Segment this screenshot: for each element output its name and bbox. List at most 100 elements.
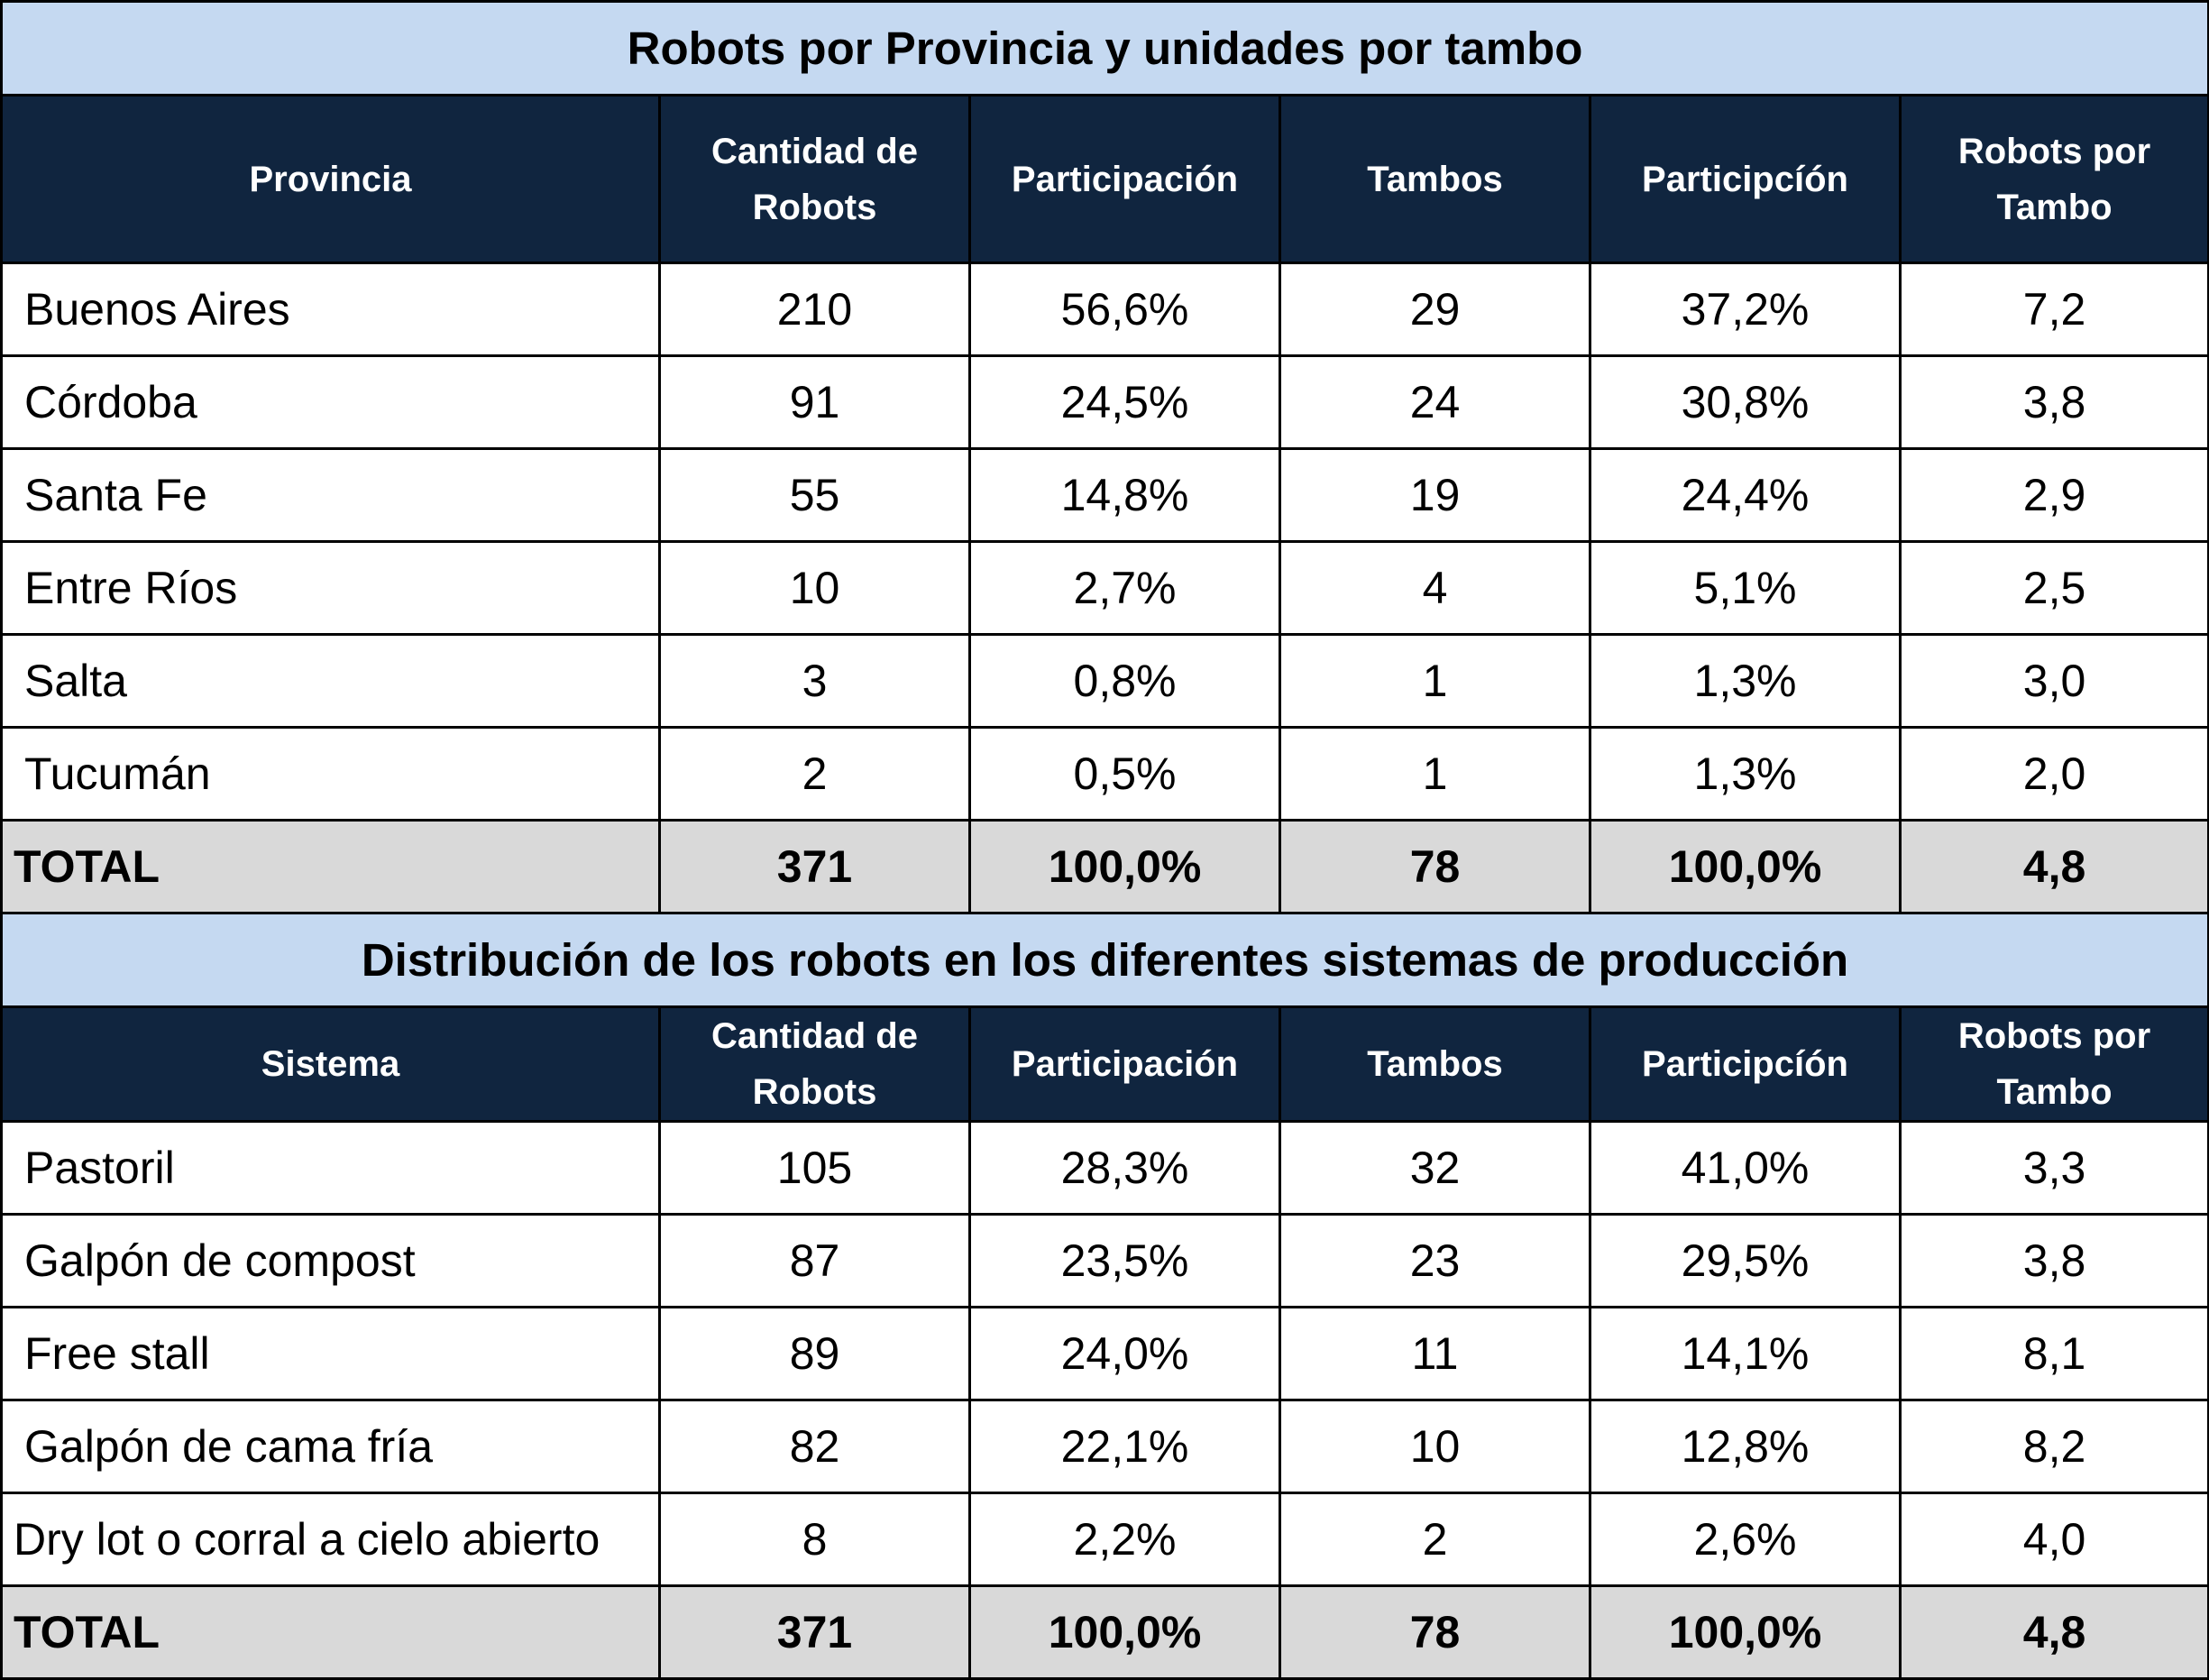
table-cell: 2,6% [1589, 1492, 1902, 1587]
table-cell: 2 [658, 726, 971, 822]
table-cell: 1 [1279, 726, 1591, 822]
column-header: Tambos [1279, 94, 1591, 264]
table-cell: 3 [658, 633, 971, 729]
table-cell: 14,1% [1589, 1306, 1902, 1401]
column-header: Participcíón [1589, 1005, 1902, 1123]
table-cell: 2,5 [1898, 540, 2209, 636]
table-row: Free stall 89 24,0% 11 14,1% 8,1 [0, 1306, 2209, 1401]
table-row: Pastoril 105 28,3% 32 41,0% 3,3 [0, 1120, 2209, 1216]
total-cell: 100,0% [968, 1584, 1281, 1680]
table-cell: 23 [1279, 1213, 1591, 1308]
total-cell: 4,8 [1898, 1584, 2209, 1680]
table-cell: 82 [658, 1399, 971, 1494]
total-row: TOTAL 371 100,0% 78 100,0% 4,8 [0, 1584, 2209, 1680]
header-row: Sistema Cantidad de Robots Participación Ta… [0, 1005, 2209, 1123]
column-header: Sistema [0, 1005, 661, 1123]
table-cell: 3,0 [1898, 633, 2209, 729]
table-cell: 3,8 [1898, 1213, 2209, 1308]
table-title: Robots por Provincia y unidades por tamb… [0, 0, 2209, 96]
table-cell: 3,3 [1898, 1120, 2209, 1216]
table-cell: 29 [1279, 262, 1591, 357]
table-cell: 91 [658, 354, 971, 450]
table-cell: 1,3% [1589, 633, 1902, 729]
table-row: Salta 3 0,8% 1 1,3% 3,0 [0, 633, 2209, 729]
total-cell: 78 [1279, 819, 1591, 914]
table-cell: 10 [658, 540, 971, 636]
table-row: Galpón de compost 87 23,5% 23 29,5% 3,8 [0, 1213, 2209, 1308]
column-header: Participcíón [1589, 94, 1902, 264]
table-cell: 87 [658, 1213, 971, 1308]
table-cell: 37,2% [1589, 262, 1902, 357]
row-label: Pastoril [0, 1120, 661, 1216]
table-cell: 2,9 [1898, 447, 2209, 543]
table-cell: 11 [1279, 1306, 1591, 1401]
table-cell: 55 [658, 447, 971, 543]
table-cell: 8,2 [1898, 1399, 2209, 1494]
column-header: Cantidad de Robots [658, 1005, 971, 1123]
table-title-row: Robots por Provincia y unidades por tamb… [0, 0, 2209, 96]
table-cell: 12,8% [1589, 1399, 1902, 1494]
table-cell: 7,2 [1898, 262, 2209, 357]
row-label: Córdoba [0, 354, 661, 450]
table-cell: 2,2% [968, 1492, 1281, 1587]
table-cell: 3,8 [1898, 354, 2209, 450]
table-cell: 24 [1279, 354, 1591, 450]
table-cell: 24,0% [968, 1306, 1281, 1401]
table-cell: 24,5% [968, 354, 1281, 450]
table-row: Entre Ríos 10 2,7% 4 5,1% 2,5 [0, 540, 2209, 636]
table-row: Santa Fe 55 14,8% 19 24,4% 2,9 [0, 447, 2209, 543]
table-cell: 105 [658, 1120, 971, 1216]
table-cell: 29,5% [1589, 1213, 1902, 1308]
table-cell: 2,7% [968, 540, 1281, 636]
table-cell: 19 [1279, 447, 1591, 543]
table-title-row: Distribución de los robots en los difere… [0, 912, 2209, 1008]
row-label: Entre Ríos [0, 540, 661, 636]
row-label: Santa Fe [0, 447, 661, 543]
row-label: Dry lot o corral a cielo abierto [0, 1492, 661, 1587]
table-cell: 30,8% [1589, 354, 1902, 450]
total-row: TOTAL 371 100,0% 78 100,0% 4,8 [0, 819, 2209, 914]
total-cell: 100,0% [1589, 819, 1902, 914]
table-title: Distribución de los robots en los difere… [0, 912, 2209, 1008]
table-cell: 210 [658, 262, 971, 357]
table-cell: 28,3% [968, 1120, 1281, 1216]
row-label: Free stall [0, 1306, 661, 1401]
table-cell: 2 [1279, 1492, 1591, 1587]
row-label: Salta [0, 633, 661, 729]
table-cell: 24,4% [1589, 447, 1902, 543]
table-cell: 22,1% [968, 1399, 1281, 1494]
column-header: Participación [968, 1005, 1281, 1123]
total-cell: 78 [1279, 1584, 1591, 1680]
header-row: Provincia Cantidad de Robots Participación… [0, 94, 2209, 264]
total-label: TOTAL [0, 1584, 661, 1680]
table-row: Tucumán 2 0,5% 1 1,3% 2,0 [0, 726, 2209, 822]
column-header: Participación [968, 94, 1281, 264]
table-cell: 0,8% [968, 633, 1281, 729]
column-header: Robots por Tambo [1898, 94, 2209, 264]
table-cell: 2,0 [1898, 726, 2209, 822]
table-cell: 0,5% [968, 726, 1281, 822]
column-header: Tambos [1279, 1005, 1591, 1123]
total-cell: 371 [658, 1584, 971, 1680]
table-cell: 32 [1279, 1120, 1591, 1216]
table-row: Dry lot o corral a cielo abierto 8 2,2% 2 2,… [0, 1492, 2209, 1587]
table-row: Galpón de cama fría 82 22,1% 10 12,8% 8,2 [0, 1399, 2209, 1494]
table-cell: 1,3% [1589, 726, 1902, 822]
table-cell: 56,6% [968, 262, 1281, 357]
table-cell: 4,0 [1898, 1492, 2209, 1587]
total-label: TOTAL [0, 819, 661, 914]
row-label: Galpón de compost [0, 1213, 661, 1308]
table-cell: 41,0% [1589, 1120, 1902, 1216]
table-cell: 23,5% [968, 1213, 1281, 1308]
column-header: Cantidad de Robots [658, 94, 971, 264]
table-cell: 14,8% [968, 447, 1281, 543]
column-header: Robots por Tambo [1898, 1005, 2209, 1123]
table-cell: 8,1 [1898, 1306, 2209, 1401]
table-cell: 5,1% [1589, 540, 1902, 636]
row-label: Buenos Aires [0, 262, 661, 357]
table-cell: 89 [658, 1306, 971, 1401]
row-label: Galpón de cama fría [0, 1399, 661, 1494]
